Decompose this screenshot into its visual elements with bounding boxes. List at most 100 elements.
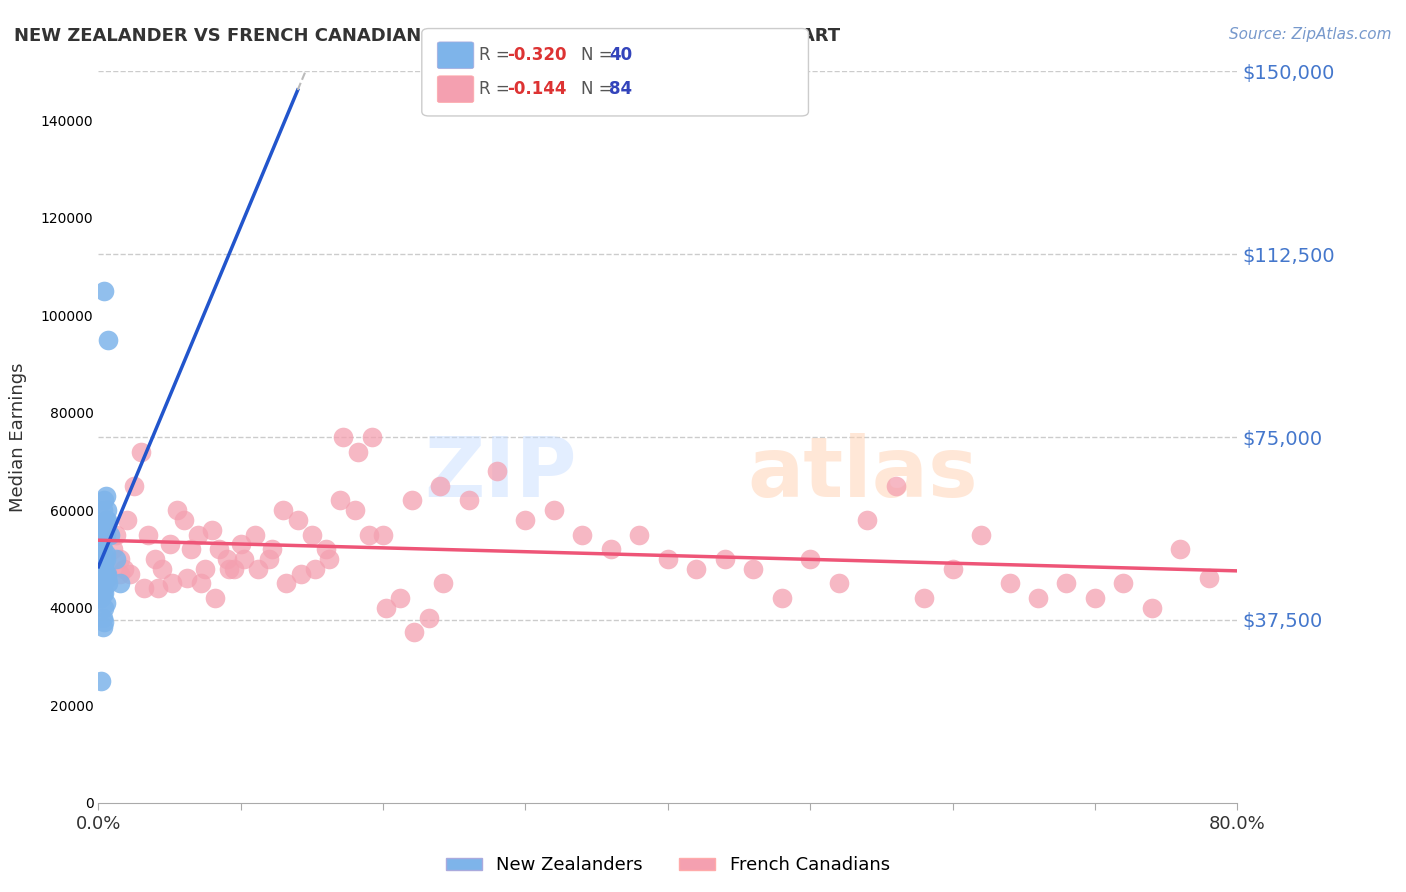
Point: [108, 566, 131, 581]
Point: [104, 527, 127, 541]
Point: [104, 552, 127, 566]
Point: [90, 537, 112, 551]
Point: [93, 527, 115, 541]
Point: [152, 562, 174, 576]
Point: [371, 527, 394, 541]
Point: [93, 493, 115, 508]
Point: [159, 537, 181, 551]
Point: [828, 576, 851, 591]
Point: [132, 581, 155, 595]
Point: [360, 430, 382, 444]
Point: [1198, 572, 1220, 586]
Point: [93, 615, 115, 630]
Point: [714, 552, 737, 566]
Text: 40: 40: [609, 46, 631, 64]
Point: [96, 517, 118, 532]
Point: [91, 581, 114, 595]
Point: [346, 444, 368, 458]
Point: [180, 542, 202, 557]
Point: [273, 503, 295, 517]
Text: NEW ZEALANDER VS FRENCH CANADIAN MEDIAN EARNINGS CORRELATION CHART: NEW ZEALANDER VS FRENCH CANADIAN MEDIAN …: [14, 27, 841, 45]
Point: [432, 576, 454, 591]
Point: [375, 600, 398, 615]
Point: [96, 503, 118, 517]
Point: [136, 527, 159, 541]
Point: [93, 557, 115, 571]
Point: [318, 552, 340, 566]
Point: [742, 562, 765, 576]
Point: [998, 576, 1021, 591]
Point: [543, 503, 565, 517]
Point: [401, 493, 423, 508]
Point: [166, 503, 188, 517]
Point: [243, 527, 266, 541]
Point: [218, 562, 240, 576]
Point: [1026, 591, 1049, 605]
Point: [246, 562, 269, 576]
Point: [91, 542, 114, 557]
Point: [404, 625, 426, 640]
Point: [162, 576, 184, 591]
Point: [232, 552, 254, 566]
Point: [90, 542, 112, 557]
Point: [112, 562, 135, 576]
Point: [301, 527, 323, 541]
Point: [276, 576, 298, 591]
Point: [96, 566, 118, 581]
Text: R =: R =: [479, 80, 516, 98]
Text: N =: N =: [581, 46, 617, 64]
Point: [94, 552, 117, 566]
Point: [770, 591, 793, 605]
Point: [201, 523, 224, 537]
Legend: New Zealanders, French Canadians: New Zealanders, French Canadians: [439, 849, 897, 881]
Point: [94, 547, 117, 561]
Point: [204, 591, 226, 605]
Point: [108, 552, 131, 566]
Point: [329, 493, 352, 508]
Point: [98, 527, 121, 541]
Point: [856, 513, 879, 527]
Point: [457, 493, 479, 508]
Text: Source: ZipAtlas.com: Source: ZipAtlas.com: [1229, 27, 1392, 42]
Text: -0.320: -0.320: [508, 46, 567, 64]
Point: [657, 552, 679, 566]
Point: [304, 562, 326, 576]
Point: [799, 552, 821, 566]
Y-axis label: Median Earnings: Median Earnings: [8, 362, 27, 512]
Point: [942, 562, 965, 576]
Point: [93, 284, 115, 298]
Text: R =: R =: [479, 46, 516, 64]
Point: [343, 503, 366, 517]
Point: [685, 562, 707, 576]
Point: [628, 527, 651, 541]
Point: [93, 562, 115, 576]
Point: [91, 586, 114, 600]
Point: [970, 527, 993, 541]
Point: [208, 542, 231, 557]
Point: [287, 513, 309, 527]
Point: [91, 552, 114, 566]
Point: [94, 527, 117, 541]
Point: [173, 513, 195, 527]
Point: [1140, 600, 1163, 615]
Point: [262, 542, 284, 557]
Point: [187, 527, 209, 541]
Point: [176, 572, 198, 586]
Point: [290, 566, 312, 581]
Point: [96, 513, 118, 527]
Point: [91, 576, 114, 591]
Point: [1170, 542, 1192, 557]
Text: atlas: atlas: [748, 434, 979, 514]
Point: [93, 600, 115, 615]
Point: [884, 479, 907, 493]
Point: [115, 513, 138, 527]
Point: [101, 542, 124, 557]
Point: [912, 591, 935, 605]
Point: [94, 566, 117, 581]
Point: [97, 576, 120, 591]
Point: [215, 552, 238, 566]
Point: [93, 586, 115, 600]
Point: [129, 444, 152, 458]
Point: [91, 620, 114, 634]
Point: [94, 489, 117, 503]
